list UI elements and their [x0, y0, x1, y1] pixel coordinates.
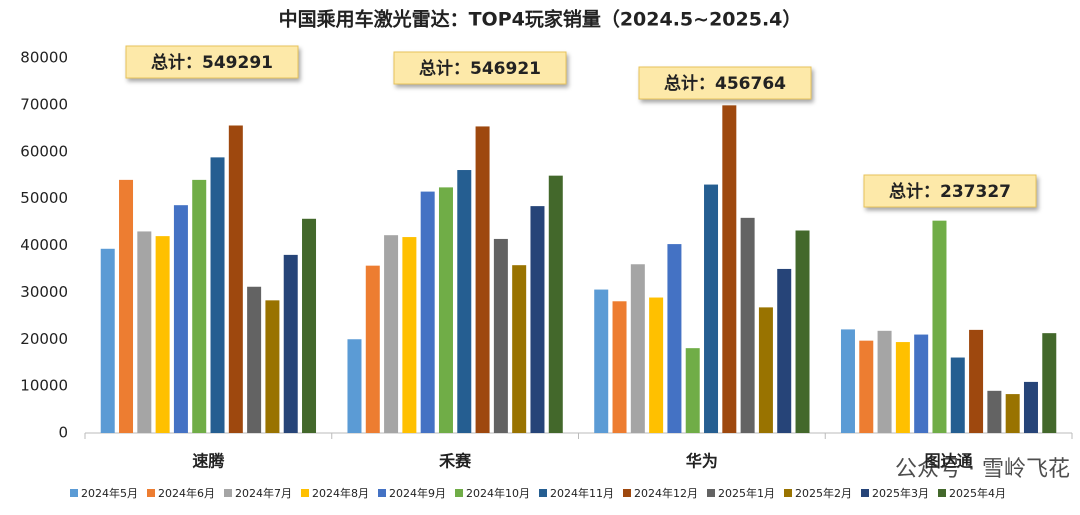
annotation-box: [638, 66, 812, 100]
legend-label: 2024年12月: [634, 486, 698, 500]
bar: [969, 329, 984, 433]
legend-label: 2024年11月: [550, 486, 614, 500]
x-tick-label: 速腾: [192, 452, 225, 471]
legend-swatch: [707, 489, 715, 497]
y-tick-label: 0: [58, 424, 68, 442]
y-tick-label: 30000: [20, 283, 68, 301]
bar: [740, 217, 755, 433]
legend-label: 2025年1月: [718, 486, 775, 500]
bar: [493, 238, 508, 433]
y-tick-label: 60000: [20, 142, 68, 160]
bar: [777, 268, 792, 433]
annotation: 总计：237327: [889, 181, 1011, 202]
bar: [685, 348, 700, 433]
legend-label: 2025年2月: [795, 486, 852, 500]
x-tick-label: 禾赛: [439, 452, 472, 471]
bar: [704, 184, 719, 433]
annotation-box: [863, 174, 1037, 208]
bar: [265, 300, 280, 433]
bar: [420, 191, 435, 433]
bar: [840, 329, 855, 433]
legend-label: 2024年5月: [81, 486, 138, 500]
bar: [914, 334, 929, 433]
x-tick-label: 图达通: [925, 452, 973, 471]
legend-label: 2024年7月: [235, 486, 292, 500]
bar: [402, 237, 417, 433]
bar: [932, 220, 947, 433]
bar: [228, 125, 243, 433]
bar: [987, 390, 1002, 433]
legend-swatch: [539, 489, 547, 497]
bar: [612, 301, 627, 433]
legend-label: 2024年6月: [158, 486, 215, 500]
y-tick-label: 80000: [20, 49, 68, 67]
bar: [247, 286, 262, 433]
bar: [649, 297, 664, 433]
legend-swatch: [455, 489, 463, 497]
bar: [877, 330, 892, 433]
legend-swatch: [378, 489, 386, 497]
legend-swatch: [70, 489, 78, 497]
annotation-box: [393, 51, 567, 85]
bar: [594, 289, 609, 433]
legend-label: 2024年8月: [312, 486, 369, 500]
x-tick-label: 华为: [686, 452, 718, 471]
bar: [384, 235, 399, 433]
legend-swatch: [861, 489, 869, 497]
bar: [512, 265, 527, 433]
bar: [530, 206, 545, 433]
bar: [1023, 381, 1038, 433]
bar: [548, 175, 563, 433]
bar: [1005, 394, 1020, 433]
legend-swatch: [938, 489, 946, 497]
bar: [630, 264, 645, 433]
bar: [722, 105, 737, 433]
chart-title: 中国乘用车激光雷达：TOP4玩家销量（2024.5~2025.4）: [279, 8, 802, 31]
bar: [950, 357, 965, 433]
legend-swatch: [784, 489, 792, 497]
legend-swatch: [147, 489, 155, 497]
bar: [667, 244, 682, 433]
annotation-box: [125, 45, 299, 79]
bar: [347, 339, 362, 433]
bar: [192, 179, 207, 433]
bar: [1042, 333, 1057, 433]
bar: [795, 230, 810, 433]
bar: [283, 254, 298, 433]
legend-label: 2025年3月: [872, 486, 929, 500]
bar: [173, 205, 188, 433]
bar: [155, 236, 170, 433]
bar: [475, 126, 490, 433]
legend-label: 2025年4月: [949, 486, 1006, 500]
bar: [758, 307, 773, 433]
annotation: 总计：456764: [664, 73, 786, 94]
y-tick-label: 50000: [20, 189, 68, 207]
y-tick-label: 20000: [20, 330, 68, 348]
bar: [859, 340, 874, 433]
bar: [457, 170, 472, 433]
bar: [438, 187, 453, 433]
legend-label: 2024年10月: [466, 486, 530, 500]
watermark: 公众号 · 雪岭飞花: [895, 457, 1070, 482]
bar: [302, 218, 317, 433]
y-tick-label: 10000: [20, 377, 68, 395]
legend-swatch: [224, 489, 232, 497]
annotation: 总计：549291: [151, 52, 273, 73]
bar: [210, 157, 225, 433]
legend-label: 2024年9月: [389, 486, 446, 500]
annotation: 总计：546921: [419, 58, 541, 79]
y-tick-label: 40000: [20, 236, 68, 254]
bar: [100, 248, 115, 433]
bar: [119, 179, 134, 433]
bar: [365, 265, 380, 433]
legend-swatch: [623, 489, 631, 497]
bar: [895, 342, 910, 433]
bar: [137, 231, 152, 433]
y-tick-label: 70000: [20, 95, 68, 113]
legend-swatch: [301, 489, 309, 497]
